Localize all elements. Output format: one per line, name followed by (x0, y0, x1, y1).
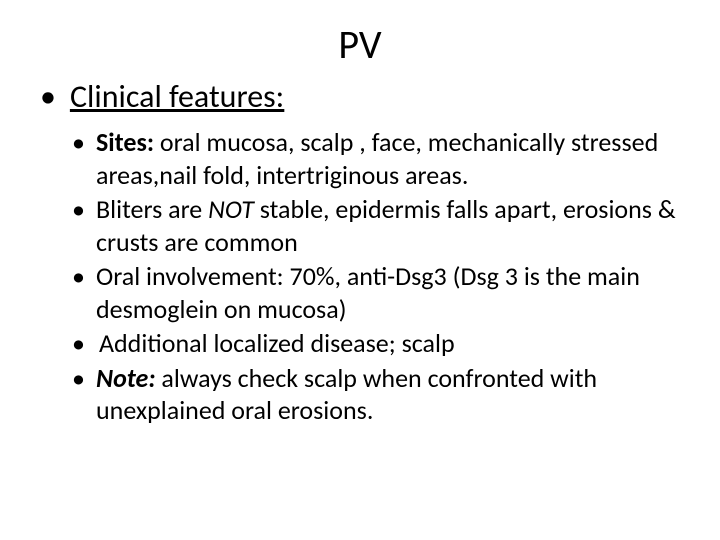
level1-list: • Clinical features: (40, 77, 680, 116)
text-run: oral mucosa, scalp , face, mechanically … (96, 126, 664, 191)
level2-item: • Oral involvement: 70%, anti-Dsg3 (Dsg 3… (72, 260, 680, 325)
bullet-icon: • (72, 193, 82, 226)
level2-list: • Sites: oral mucosa, scalp , face, mecha… (72, 126, 680, 427)
bullet-icon: • (72, 362, 82, 395)
level1-text: Clinical features: (70, 77, 284, 116)
slide-title: PV (40, 20, 680, 69)
text-run: NOT (208, 193, 254, 225)
text-run: Bliters are (96, 193, 208, 225)
level2-text: Additional localized disease; scalp (99, 327, 455, 360)
level2-text: Sites: oral mucosa, scalp , face, mechan… (96, 126, 680, 191)
level2-item: • Additional localized disease; scalp (72, 327, 680, 360)
level2-item: • Bliters are NOT stable, epidermis falls… (72, 193, 680, 258)
level1-item: • Clinical features: (40, 77, 680, 116)
text-run: Clinical features: (70, 77, 284, 116)
text-run: Note: (96, 362, 156, 394)
level2-text: Note: always check scalp when confronted… (96, 362, 680, 427)
bullet-icon: • (40, 77, 56, 116)
bullet-icon: • (72, 327, 85, 360)
level2-item: • Note: always check scalp when confronte… (72, 362, 680, 427)
text-run: Additional localized disease; scalp (99, 327, 455, 359)
level2-text: Bliters are NOT stable, epidermis falls … (96, 193, 680, 258)
text-run: always check scalp when confronted with … (96, 362, 603, 427)
bullet-icon: • (72, 260, 82, 293)
level2-item: • Sites: oral mucosa, scalp , face, mecha… (72, 126, 680, 191)
slide: PV • Clinical features: • Sites: oral muc… (0, 0, 720, 540)
text-run: Oral involvement: 70%, anti-Dsg3 (Dsg 3 … (96, 260, 646, 325)
level2-text: Oral involvement: 70%, anti-Dsg3 (Dsg 3 … (96, 260, 680, 325)
bullet-icon: • (72, 126, 82, 159)
text-run: Sites: (96, 126, 154, 158)
